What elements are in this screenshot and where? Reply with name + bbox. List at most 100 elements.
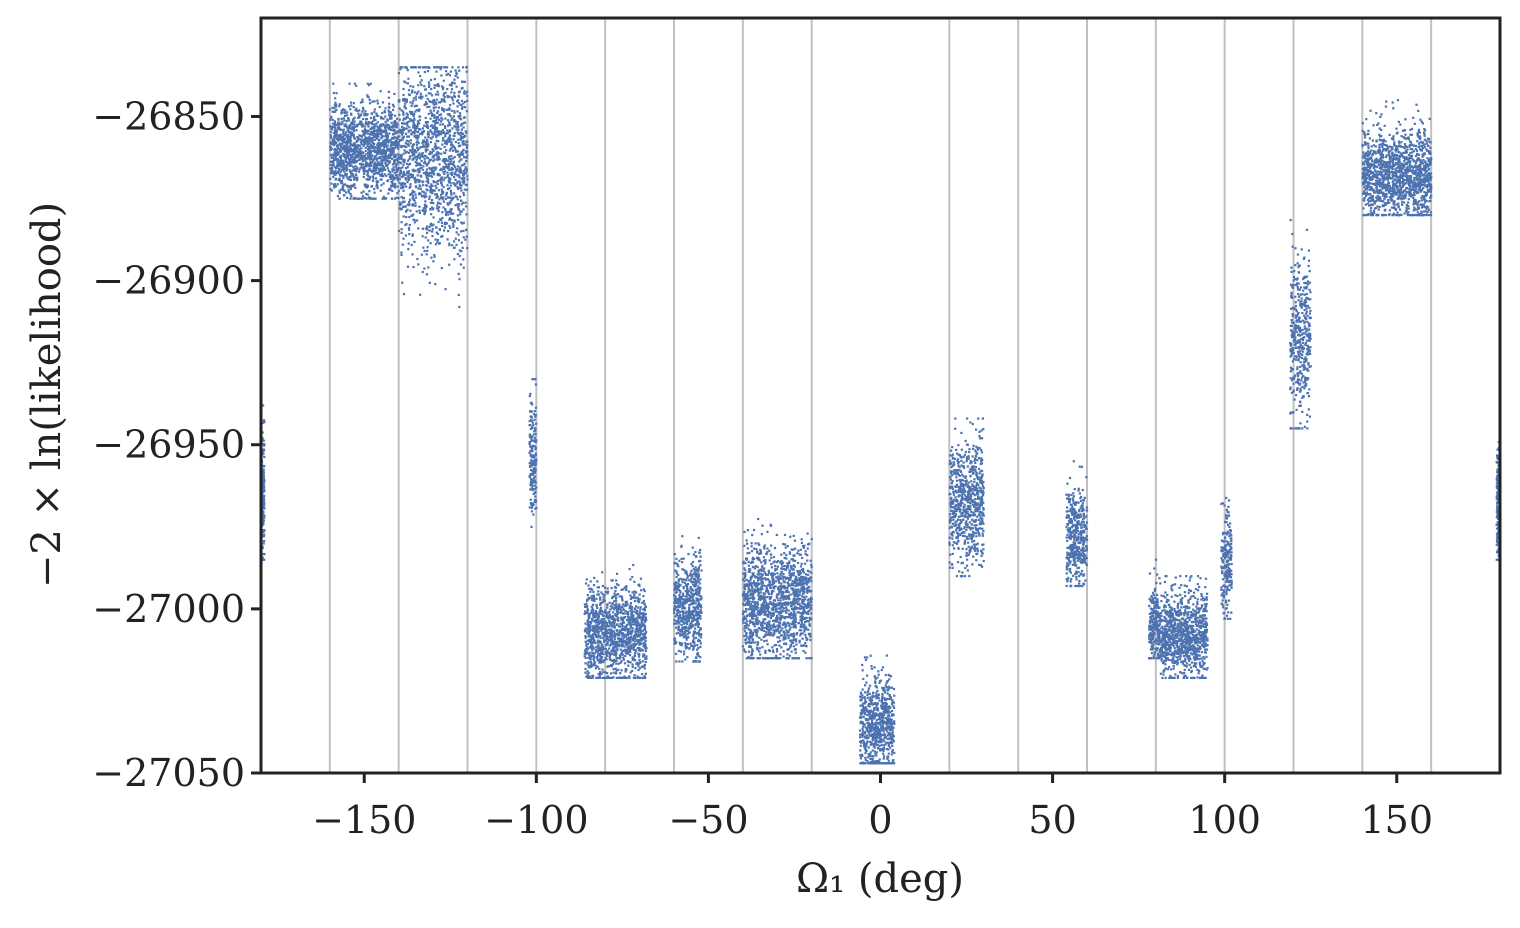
data-point bbox=[436, 232, 440, 235]
data-point bbox=[605, 652, 608, 656]
data-point bbox=[365, 141, 368, 144]
data-point bbox=[377, 160, 380, 164]
data-point bbox=[595, 635, 599, 639]
data-point bbox=[529, 392, 532, 395]
data-point bbox=[419, 81, 422, 84]
data-point bbox=[433, 127, 436, 130]
data-point bbox=[376, 142, 379, 145]
data-point bbox=[450, 146, 453, 150]
data-point bbox=[457, 138, 460, 141]
data-point bbox=[690, 562, 693, 566]
data-point bbox=[528, 461, 531, 465]
data-point bbox=[641, 612, 644, 615]
data-point bbox=[529, 427, 532, 430]
data-point bbox=[450, 219, 454, 222]
data-point bbox=[393, 168, 396, 172]
data-point bbox=[456, 252, 460, 256]
data-point bbox=[386, 136, 389, 139]
data-point bbox=[346, 196, 349, 199]
data-point bbox=[588, 640, 591, 643]
data-point bbox=[635, 642, 638, 646]
data-point bbox=[696, 621, 700, 624]
data-point bbox=[345, 111, 349, 114]
data-point bbox=[592, 594, 596, 597]
data-point bbox=[384, 126, 387, 129]
data-point bbox=[644, 639, 647, 643]
data-point bbox=[402, 160, 405, 163]
data-point bbox=[371, 141, 375, 144]
data-point bbox=[366, 157, 369, 160]
data-point bbox=[430, 206, 434, 209]
data-point bbox=[424, 200, 427, 203]
data-point bbox=[415, 143, 419, 146]
data-point bbox=[673, 594, 676, 597]
data-point bbox=[372, 170, 375, 173]
data-point bbox=[447, 108, 450, 111]
data-point bbox=[414, 95, 417, 98]
data-point bbox=[458, 154, 461, 157]
data-point bbox=[392, 162, 396, 165]
data-point bbox=[625, 638, 629, 641]
data-point bbox=[685, 583, 688, 586]
data-point bbox=[436, 158, 439, 161]
data-point bbox=[425, 253, 428, 256]
data-point bbox=[632, 614, 635, 617]
data-point bbox=[404, 173, 407, 176]
data-point bbox=[592, 615, 595, 618]
data-point bbox=[615, 609, 618, 612]
data-point bbox=[409, 155, 412, 158]
data-point bbox=[434, 129, 437, 133]
data-point bbox=[531, 378, 534, 381]
data-point bbox=[439, 193, 443, 196]
data-point bbox=[595, 612, 598, 616]
data-point bbox=[379, 155, 382, 159]
data-point bbox=[459, 186, 462, 190]
data-point bbox=[433, 189, 437, 192]
data-point bbox=[413, 117, 416, 120]
data-point bbox=[607, 652, 610, 655]
data-point bbox=[592, 654, 595, 657]
data-point bbox=[432, 149, 435, 152]
data-point bbox=[620, 669, 623, 672]
data-point bbox=[352, 126, 355, 129]
data-point bbox=[426, 105, 429, 109]
data-point bbox=[407, 242, 410, 245]
data-point bbox=[605, 615, 608, 618]
data-point bbox=[431, 230, 434, 233]
data-point bbox=[692, 618, 695, 621]
data-point bbox=[691, 546, 694, 549]
data-point bbox=[625, 618, 629, 622]
data-point bbox=[376, 121, 379, 124]
data-point bbox=[437, 93, 440, 96]
data-point bbox=[436, 241, 439, 244]
data-point bbox=[415, 146, 419, 149]
data-point bbox=[610, 579, 613, 582]
data-point bbox=[431, 94, 434, 97]
data-point bbox=[692, 609, 695, 612]
data-point bbox=[422, 165, 425, 168]
data-point bbox=[429, 187, 433, 190]
data-point bbox=[609, 608, 612, 611]
data-point bbox=[410, 243, 413, 247]
data-point bbox=[622, 636, 625, 639]
data-point bbox=[392, 133, 395, 136]
data-point bbox=[696, 599, 699, 603]
data-point bbox=[698, 605, 701, 608]
data-point bbox=[333, 123, 337, 127]
data-point bbox=[447, 213, 450, 216]
data-point bbox=[614, 618, 617, 622]
data-point bbox=[643, 625, 647, 628]
data-point bbox=[339, 163, 342, 166]
data-point bbox=[383, 110, 386, 113]
data-point bbox=[344, 160, 347, 164]
data-point bbox=[333, 153, 336, 156]
data-point bbox=[418, 193, 421, 196]
data-point bbox=[385, 158, 388, 161]
data-point bbox=[615, 662, 618, 665]
data-point bbox=[338, 179, 342, 182]
data-point bbox=[692, 589, 695, 592]
data-point bbox=[694, 602, 697, 605]
data-point bbox=[367, 164, 370, 167]
data-point bbox=[534, 507, 537, 510]
data-point bbox=[633, 654, 637, 657]
